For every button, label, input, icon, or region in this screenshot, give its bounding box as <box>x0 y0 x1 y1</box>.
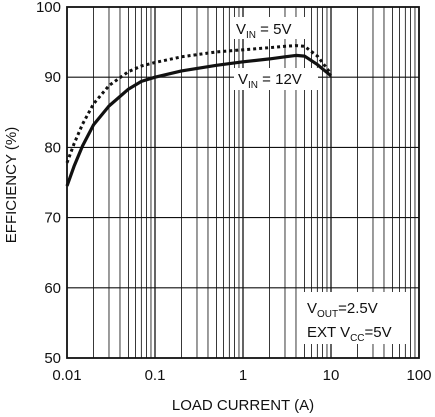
extvcc-label: EXT VCC=5V <box>307 324 392 344</box>
vin5-label: VIN = 5V <box>236 21 291 41</box>
series-layer <box>65 44 333 187</box>
y-tick-label: 90 <box>44 69 61 86</box>
x-tick-label: 100 <box>406 367 431 384</box>
y-tick-label: 60 <box>44 280 61 297</box>
y-tick-label: 100 <box>36 0 61 16</box>
vout-label: VOUT=2.5V <box>307 300 378 320</box>
conditions-label-bg <box>303 292 409 344</box>
vin12-label-bg <box>234 68 318 90</box>
x-tick-label: 0.1 <box>145 367 166 384</box>
y-tick-label: 50 <box>44 350 61 367</box>
series-line-vin-5v <box>65 44 333 164</box>
series-line-vin-12v <box>65 53 333 187</box>
tick-labels: 0.01 0.1 1 10 100 50 60 70 80 90 100 <box>36 0 432 384</box>
x-axis-label: LOAD CURRENT (A) <box>172 397 314 414</box>
x-tick-label: 0.01 <box>52 367 81 384</box>
y-tick-label: 70 <box>44 210 61 227</box>
y-axis-label: EFFICIENCY (%) <box>3 127 20 243</box>
vin5-label-bg <box>232 17 306 39</box>
x-tick-label: 10 <box>323 367 340 384</box>
vin12-label: VIN = 12V <box>238 71 302 91</box>
x-tick-label: 1 <box>239 367 247 384</box>
y-tick-label: 80 <box>44 139 61 156</box>
